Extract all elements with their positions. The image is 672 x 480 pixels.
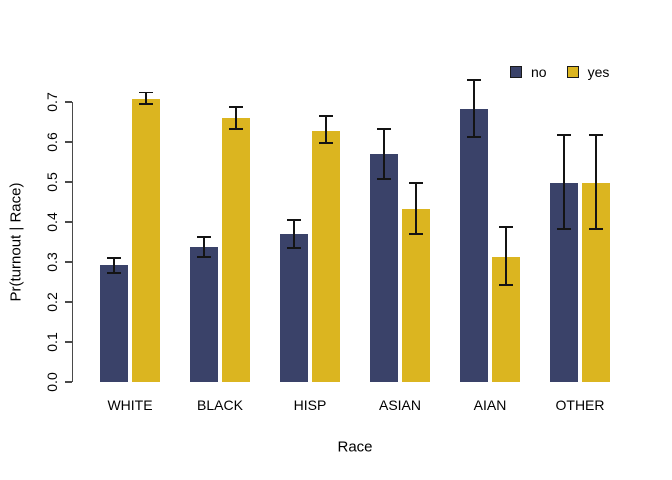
errorbar-black-no-line — [203, 236, 205, 257]
errorbar-other-yes-line — [595, 134, 597, 229]
errorbar-black-yes-cap-bottom — [229, 128, 243, 130]
y-tick-label-0.3: 0.3 — [44, 252, 60, 272]
y-tick-0.0 — [64, 381, 72, 383]
errorbar-asian-no-line — [383, 128, 385, 180]
legend-swatch-no — [510, 66, 522, 78]
errorbar-hisp-no-line — [293, 220, 295, 248]
y-axis-title: Pr(turnout | Race) — [7, 182, 25, 302]
legend-swatch-yes — [566, 66, 579, 78]
y-tick-0.1 — [64, 341, 72, 343]
errorbar-black-yes-line — [235, 106, 237, 129]
x-category-label-white: WHITE — [107, 397, 153, 413]
y-tick-0.5 — [64, 181, 72, 183]
y-tick-label-0.0: 0.0 — [44, 372, 60, 392]
bar-asian-no — [370, 154, 398, 382]
legend-label-no: no — [531, 64, 547, 80]
x-category-label-hisp: HISP — [293, 397, 327, 413]
legend-label-yes: yes — [587, 64, 610, 80]
errorbar-other-yes-cap-bottom — [589, 228, 603, 230]
bar-hisp-yes — [312, 130, 340, 382]
errorbar-hisp-yes-cap-bottom — [319, 142, 333, 144]
x-category-label-other: OTHER — [555, 397, 605, 413]
y-tick-0.7 — [64, 101, 72, 103]
errorbar-other-no-cap-bottom — [557, 228, 571, 230]
y-tick-0.4 — [64, 221, 72, 223]
bar-hisp-no — [280, 234, 308, 382]
bar-white-yes — [132, 99, 160, 382]
errorbar-aian-no-cap-top — [467, 79, 481, 81]
errorbar-hisp-no-cap-top — [287, 219, 301, 221]
errorbar-asian-no-cap-bottom — [377, 178, 391, 180]
x-category-label-aian: AIAN — [473, 397, 507, 413]
errorbar-aian-yes-line — [505, 226, 507, 285]
errorbar-hisp-no-cap-bottom — [287, 247, 301, 249]
errorbar-black-no-cap-top — [197, 236, 211, 238]
errorbar-asian-no-cap-top — [377, 128, 391, 130]
y-tick-0.3 — [64, 261, 72, 263]
bar-aian-no — [460, 108, 488, 382]
errorbar-hisp-yes-cap-top — [319, 115, 333, 117]
errorbar-white-yes-cap-bottom — [139, 103, 153, 105]
y-tick-label-0.7: 0.7 — [44, 92, 60, 112]
legend: no yes — [510, 64, 609, 80]
legend-item-no: no — [510, 64, 547, 80]
legend-item-yes: yes — [566, 64, 610, 80]
bar-white-no — [100, 264, 128, 382]
errorbar-white-yes-line — [145, 92, 147, 104]
errorbar-white-no-cap-top — [107, 257, 121, 259]
y-tick-label-0.2: 0.2 — [44, 292, 60, 312]
errorbar-aian-no-line — [473, 80, 475, 137]
y-tick-label-0.4: 0.4 — [44, 212, 60, 232]
x-category-label-black: BLACK — [197, 397, 243, 413]
errorbar-asian-yes-line — [415, 183, 417, 234]
errorbar-asian-yes-cap-top — [409, 182, 423, 184]
y-axis-line — [71, 102, 73, 382]
bar-black-yes — [222, 118, 250, 382]
errorbar-white-no-line — [113, 258, 115, 273]
errorbar-black-no-cap-bottom — [197, 256, 211, 258]
x-axis-title: Race — [337, 438, 373, 456]
errorbar-hisp-yes-line — [325, 116, 327, 143]
errorbar-white-no-cap-bottom — [107, 272, 121, 274]
y-tick-label-0.6: 0.6 — [44, 132, 60, 152]
errorbar-aian-yes-cap-top — [499, 226, 513, 228]
errorbar-black-yes-cap-top — [229, 106, 243, 108]
bar-black-no — [190, 246, 218, 382]
errorbar-white-yes-cap-top — [139, 91, 153, 94]
y-tick-0.6 — [64, 141, 72, 143]
errorbar-other-no-cap-top — [557, 134, 571, 136]
errorbar-aian-no-cap-bottom — [467, 136, 481, 138]
errorbar-asian-yes-cap-bottom — [409, 233, 423, 235]
errorbar-other-yes-cap-top — [589, 134, 603, 136]
y-tick-label-0.1: 0.1 — [44, 332, 60, 352]
errorbar-aian-yes-cap-bottom — [499, 284, 513, 286]
y-tick-label-0.5: 0.5 — [44, 172, 60, 192]
x-category-label-asian: ASIAN — [378, 397, 422, 413]
y-tick-0.2 — [64, 301, 72, 303]
bar-asian-yes — [402, 208, 430, 382]
errorbar-other-no-line — [563, 134, 565, 229]
